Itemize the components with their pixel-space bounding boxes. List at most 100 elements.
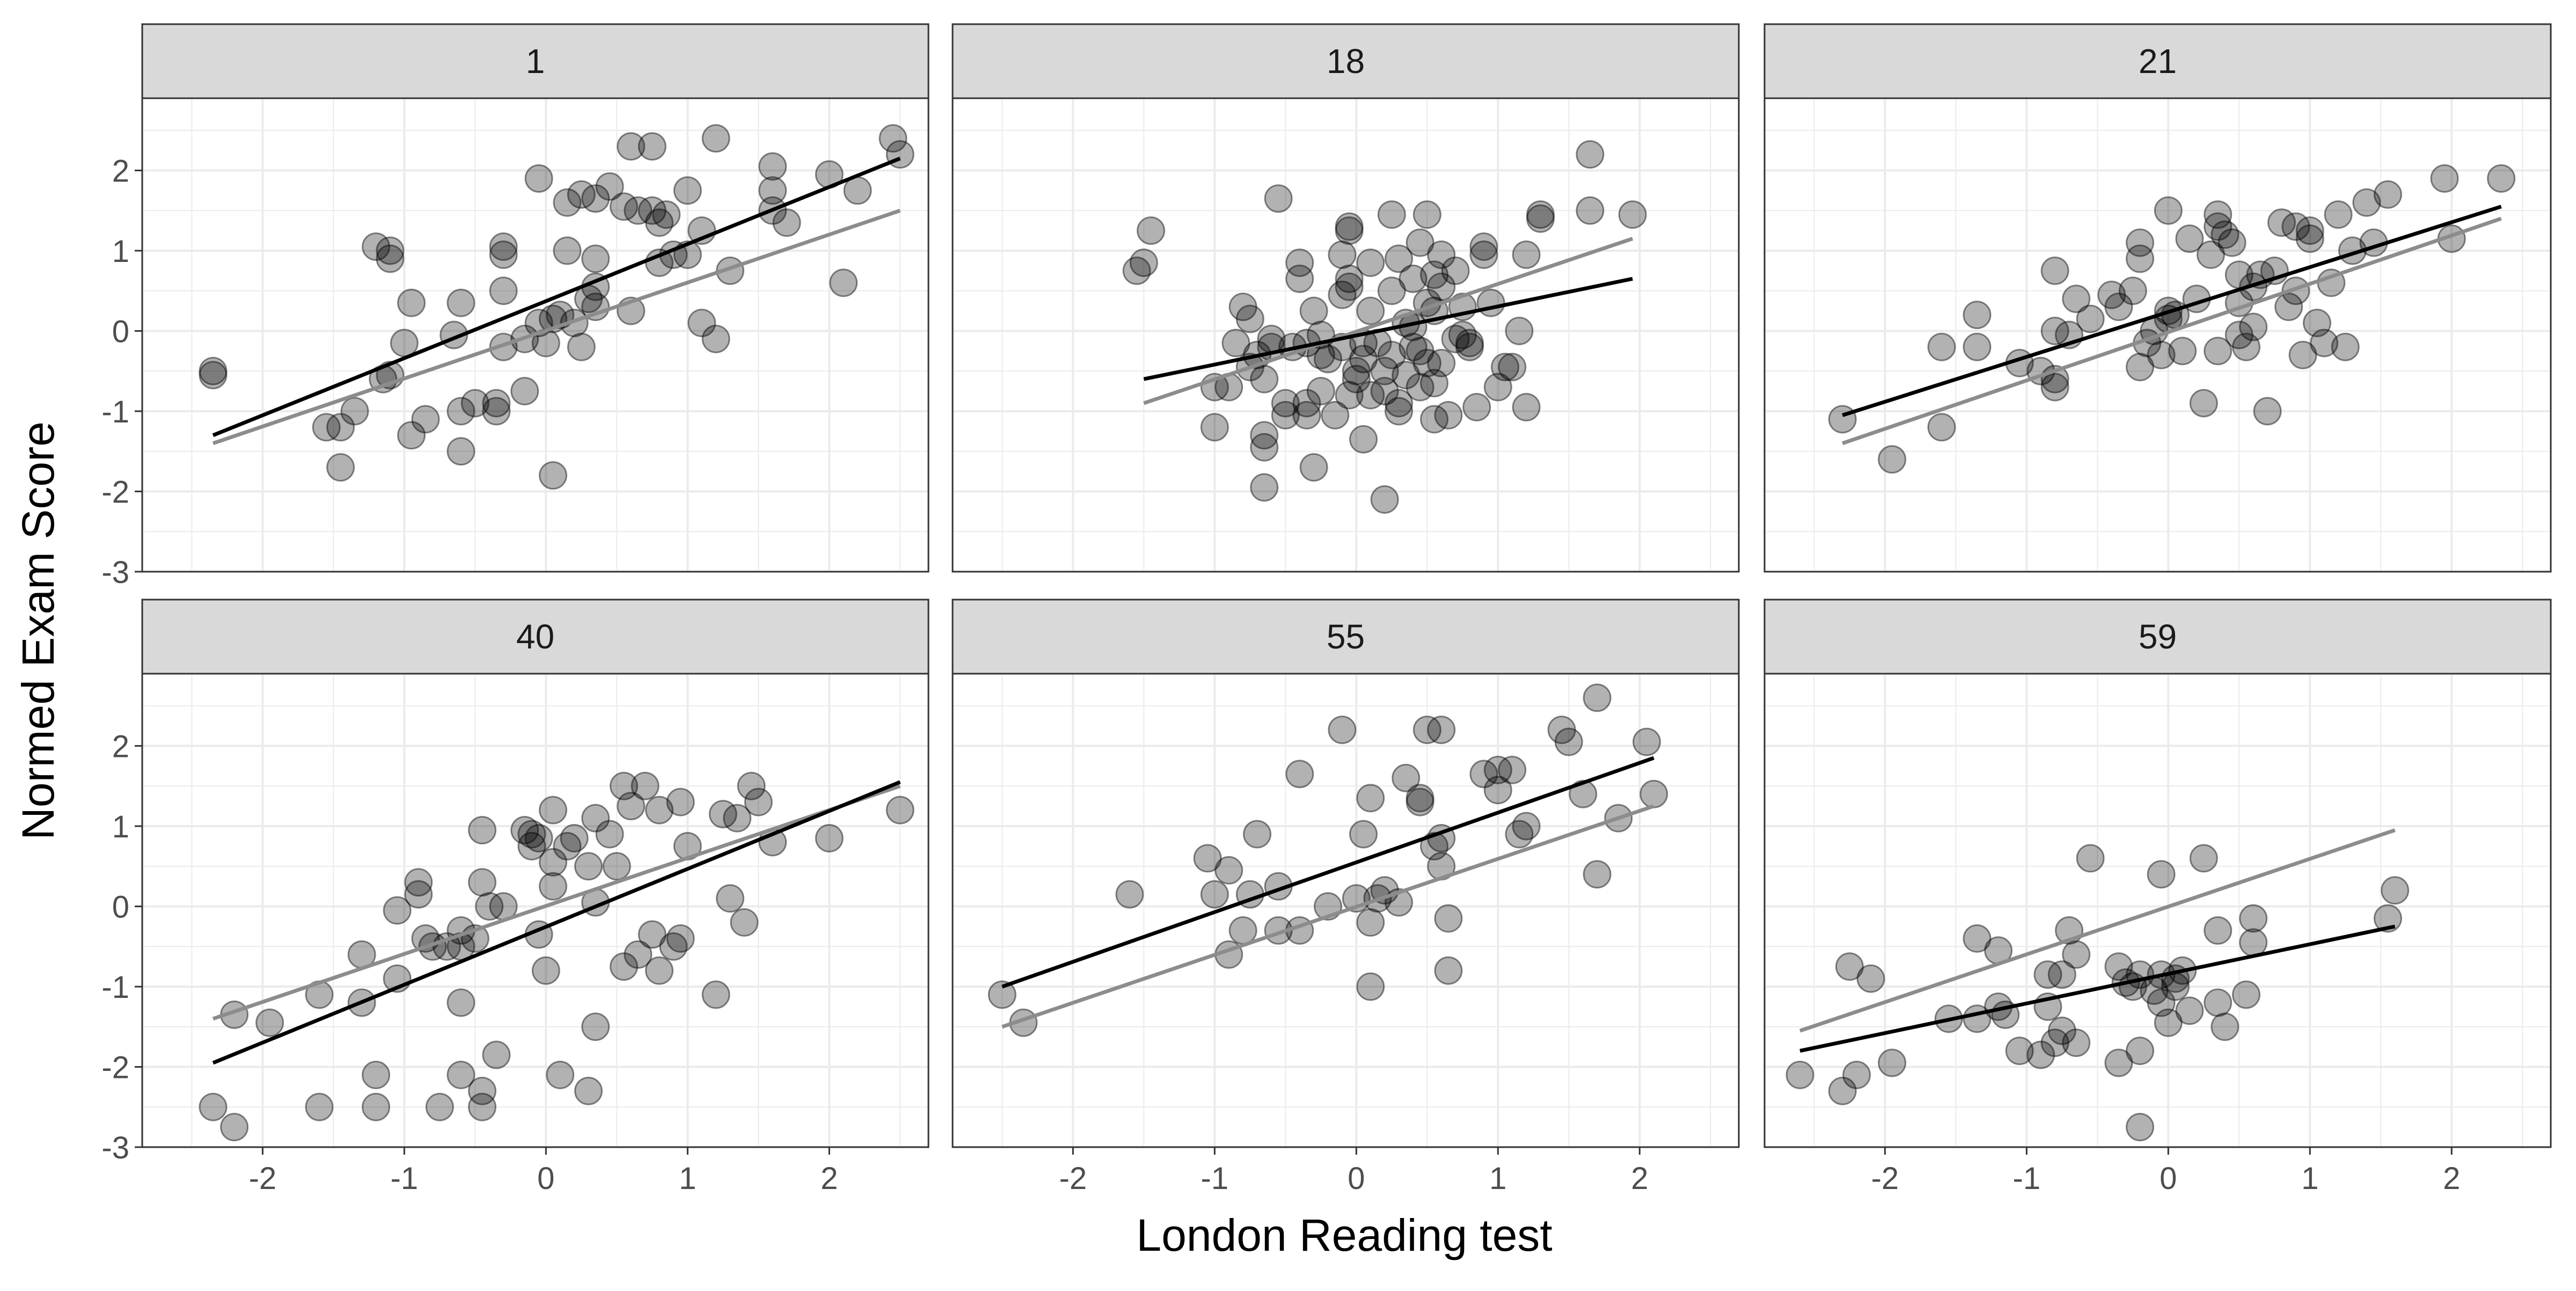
data-point [1469,232,1498,261]
data-point [2040,373,2069,402]
data-point [1483,776,1512,805]
data-point [1406,787,1435,816]
data-point [1228,293,1257,322]
y-tick-label: 1 [112,809,129,844]
data-point [631,771,660,800]
data-point [730,908,759,937]
data-point [475,892,504,921]
data-point [553,832,582,860]
data-point [2062,940,2091,969]
data-point [2204,200,2233,229]
data-point [1526,204,1555,233]
data-point [2487,164,2516,193]
data-point [2267,208,2296,237]
overall-fit-line [1143,237,1634,405]
data-point [638,132,667,161]
y-tick-label: -2 [101,475,129,510]
data-point [624,196,653,225]
data-point [2062,1029,2091,1057]
grid [1765,98,2551,572]
data-point [1856,964,1885,993]
data-point [1137,216,1166,245]
data-point [2062,285,2091,313]
data-point [2281,212,2310,241]
data-point [609,192,638,221]
data-point [418,932,447,961]
data-point [1314,345,1343,374]
x-tick-label: -1 [2013,1161,2041,1196]
data-point [305,1092,334,1121]
data-point [2224,320,2253,349]
data-point [1335,272,1364,301]
data-point [581,184,610,213]
data-point [1828,1076,1857,1105]
data-point [2168,337,2197,366]
y-tick-label: -3 [101,1130,129,1165]
data-point [1441,324,1470,353]
data-point [376,236,405,265]
data-point [2005,1037,2034,1066]
data-point [362,232,391,261]
data-point [1512,240,1541,269]
data-point [2204,916,2233,945]
data-point [2126,244,2155,273]
data-point [1370,377,1399,406]
data-point [645,796,674,825]
panel-59: 59 -2 -1 0 1 2 [1763,599,2552,1196]
data-point [510,816,539,845]
data-point [2047,1016,2076,1045]
data-point [326,453,355,482]
data-point [1469,760,1498,789]
data-point [701,980,730,1009]
data-point [2040,256,2069,285]
data-point [2239,928,2268,957]
data-point [1328,280,1357,309]
data-point [1264,184,1293,213]
data-point [581,804,610,833]
data-point [489,240,518,269]
data-point [2047,960,2076,989]
strip-background [141,23,930,99]
data-point [397,288,426,317]
strip-background [952,23,1740,99]
data-point [1576,140,1605,169]
data-point [574,1076,603,1105]
data-point [1377,200,1406,229]
data-point [1349,820,1378,849]
x-tick-label: 1 [2301,1161,2318,1196]
data-point [447,397,475,426]
data-point [425,1092,454,1121]
data-point [1384,397,1413,426]
data-point [987,980,1016,1009]
data-point [1321,400,1350,429]
data-point [1526,200,1555,229]
data-point [666,787,695,816]
data-point [659,932,688,961]
data-point [538,872,567,901]
data-point [1498,755,1527,784]
data-point [1377,340,1406,369]
data-point [1328,716,1357,745]
panel-border [952,97,1740,573]
data-point [1455,332,1484,361]
data-point [1221,329,1250,358]
data-point [1285,760,1314,789]
data-point [524,164,553,193]
data-point [1835,952,1864,981]
x-tick-label: 2 [821,1161,838,1196]
data-point [2218,228,2246,257]
data-point [1406,784,1435,813]
data-point [1356,908,1385,937]
data-point [2331,332,2360,361]
panel-40: 40 -3 -2 -1 0 1 2 -2 -1 0 1 2 [101,599,930,1196]
data-point [482,1040,511,1069]
panel-border [141,97,930,573]
data-point [1483,373,1512,402]
data-point [312,413,341,442]
data-point [2147,340,2176,369]
points-layer [1785,844,2410,1142]
school-fit-line [1143,276,1633,381]
panel-21: 21 [1763,23,2552,573]
data-point [2175,224,2204,253]
data-point [723,804,752,833]
